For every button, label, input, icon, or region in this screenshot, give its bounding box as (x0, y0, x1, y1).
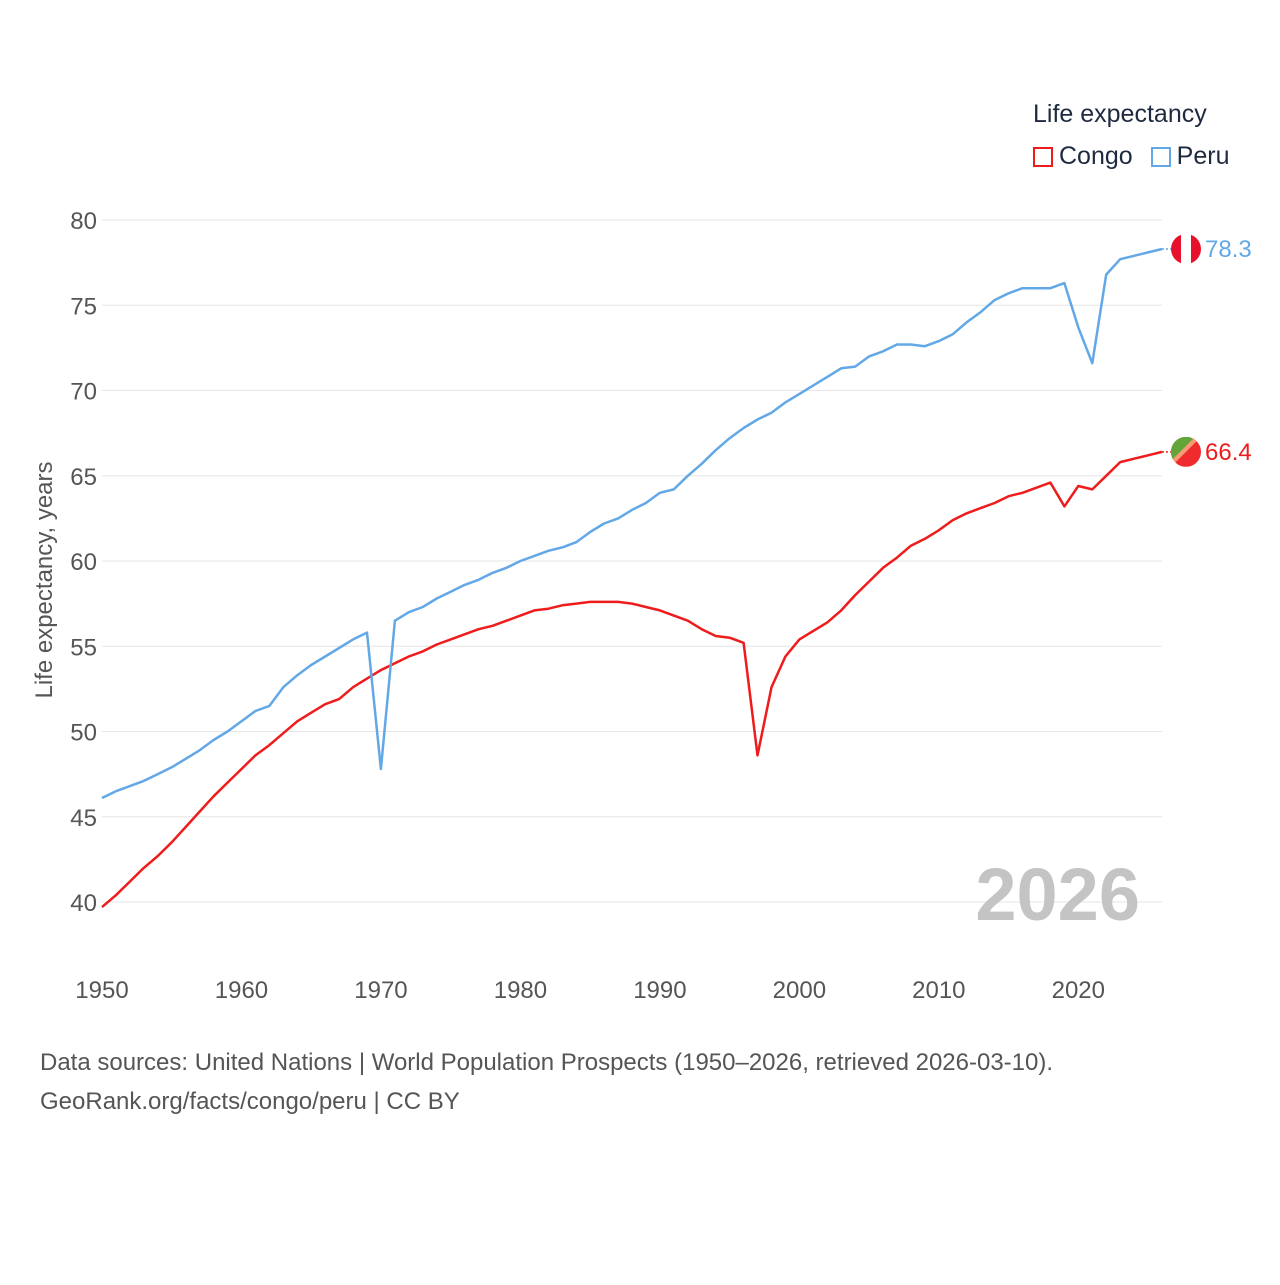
x-tick-label: 2020 (1052, 977, 1105, 1004)
x-tick-label: 1990 (633, 977, 686, 1004)
end-value-congo: 66.4 (1205, 439, 1252, 466)
series-line-congo[interactable] (101, 450, 1163, 909)
y-tick-label: 45 (70, 805, 97, 832)
legend-label-peru: Peru (1176, 142, 1230, 170)
y-axis-title: Life expectancy, years (31, 461, 58, 698)
y-tick-label: 70 (70, 379, 97, 406)
y-axis-ticks: 40 45 50 55 60 65 70 75 80 (70, 208, 97, 917)
series-lines (101, 247, 1163, 909)
year-watermark: 2026 (975, 853, 1140, 936)
congo-flag-icon (1171, 436, 1201, 467)
y-tick-label: 75 (70, 293, 97, 320)
series-end-markers: 66.4 78.3 (1162, 233, 1252, 467)
y-tick-label: 40 (70, 890, 97, 917)
legend: Congo Peru (1033, 142, 1229, 171)
sources-line: Data sources: United Nations | World Pop… (40, 1049, 1054, 1076)
grid-lines (102, 219, 1162, 903)
data-sources: Data sources: United Nations | World Pop… (40, 1043, 1053, 1121)
license-line[interactable]: GeoRank.org/facts/congo/peru | CC BY (40, 1088, 460, 1115)
y-tick-label: 60 (70, 549, 97, 576)
legend-item-peru[interactable]: Peru (1150, 142, 1230, 171)
x-tick-label: 1950 (75, 977, 128, 1004)
legend-swatch-peru (1150, 146, 1171, 167)
peru-flag-icon (1171, 233, 1201, 264)
x-tick-label: 1970 (354, 977, 407, 1004)
x-tick-label: 1960 (215, 977, 268, 1004)
y-tick-label: 80 (70, 208, 97, 235)
x-axis-ticks: 1950 1960 1970 1980 1990 2000 2010 2020 (75, 977, 1105, 1004)
legend-swatch-congo (1033, 146, 1053, 167)
y-tick-label: 65 (70, 464, 97, 491)
y-tick-label: 50 (70, 720, 97, 747)
legend-label-congo: Congo (1059, 142, 1133, 170)
end-value-peru: 78.3 (1205, 236, 1252, 263)
series-line-peru[interactable] (101, 247, 1163, 800)
legend-title: Life expectancy (1033, 100, 1207, 128)
x-tick-label: 1980 (494, 977, 547, 1004)
x-tick-label: 2000 (773, 977, 826, 1004)
x-tick-label: 2010 (912, 977, 965, 1004)
legend-item-congo[interactable]: Congo (1033, 142, 1133, 171)
y-tick-label: 55 (70, 634, 97, 661)
